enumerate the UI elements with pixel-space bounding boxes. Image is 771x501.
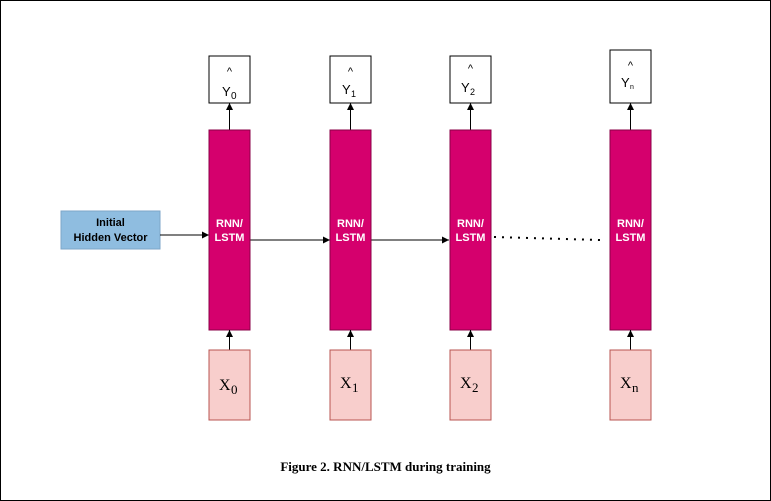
time-step-n: ^ Y n RNN/ LSTM X n bbox=[609, 49, 652, 421]
cell-label1-2: RNN/ bbox=[457, 218, 484, 230]
rnn-cell-0 bbox=[208, 129, 251, 331]
output-base-2: Y bbox=[461, 80, 470, 95]
initial-hidden-vector: Initial Hidden Vector bbox=[60, 210, 161, 250]
output-hat-0: ^ bbox=[227, 66, 233, 78]
output-base-1: Y bbox=[342, 82, 351, 97]
output-box-0 bbox=[208, 55, 251, 104]
cell-label1-1: RNN/ bbox=[337, 218, 364, 230]
output-sub-0: 0 bbox=[231, 91, 237, 102]
input-sub-2: 2 bbox=[472, 380, 479, 395]
figure-caption: Figure 2. RNN/LSTM during training bbox=[280, 459, 491, 474]
output-hat-2: ^ bbox=[468, 63, 474, 75]
input-sub-1: 1 bbox=[352, 380, 359, 395]
output-hat-n: ^ bbox=[628, 60, 634, 72]
input-base-1: X bbox=[340, 375, 352, 392]
hidden-continuation-dots bbox=[493, 236, 601, 241]
rnn-cell-1 bbox=[329, 129, 372, 331]
input-box-n bbox=[609, 349, 652, 421]
cell-label2-0: LSTM bbox=[215, 232, 245, 244]
time-step-0: ^ Y 0 RNN/ LSTM X 0 bbox=[208, 55, 251, 421]
time-step-1: ^ Y 1 RNN/ LSTM X 1 bbox=[329, 55, 372, 421]
cell-label1-n: RNN/ bbox=[617, 218, 644, 230]
initial-hidden-vector-line2: Hidden Vector bbox=[74, 232, 149, 244]
output-box-n bbox=[609, 49, 652, 104]
output-sub-1: 1 bbox=[351, 89, 356, 99]
rnn-cell-2 bbox=[449, 129, 492, 331]
input-box-0 bbox=[208, 349, 251, 421]
input-box-1 bbox=[329, 349, 372, 421]
output-sub-2: 2 bbox=[470, 87, 475, 97]
output-hat-1: ^ bbox=[348, 66, 354, 78]
initial-hidden-vector-line1: Initial bbox=[96, 217, 125, 229]
output-box-2 bbox=[449, 55, 492, 104]
output-base-n: Y bbox=[621, 75, 630, 90]
input-base-n: X bbox=[620, 375, 632, 392]
input-base-0: X bbox=[219, 377, 231, 394]
output-base-0: Y bbox=[222, 84, 231, 99]
output-box-1 bbox=[329, 55, 372, 104]
input-sub-0: 0 bbox=[231, 382, 238, 397]
output-sub-n: n bbox=[630, 84, 634, 91]
input-box-2 bbox=[449, 349, 492, 421]
cell-label2-2: LSTM bbox=[456, 232, 486, 244]
initial-hidden-vector-box bbox=[60, 210, 161, 250]
input-sub-n: n bbox=[632, 380, 639, 395]
cell-label2-1: LSTM bbox=[336, 232, 366, 244]
time-step-2: ^ Y 2 RNN/ LSTM X 2 bbox=[449, 55, 492, 421]
cell-label2-n: LSTM bbox=[616, 232, 646, 244]
rnn-cell-n bbox=[609, 129, 652, 331]
cell-label1-0: RNN/ bbox=[216, 218, 243, 230]
input-base-2: X bbox=[460, 375, 472, 392]
